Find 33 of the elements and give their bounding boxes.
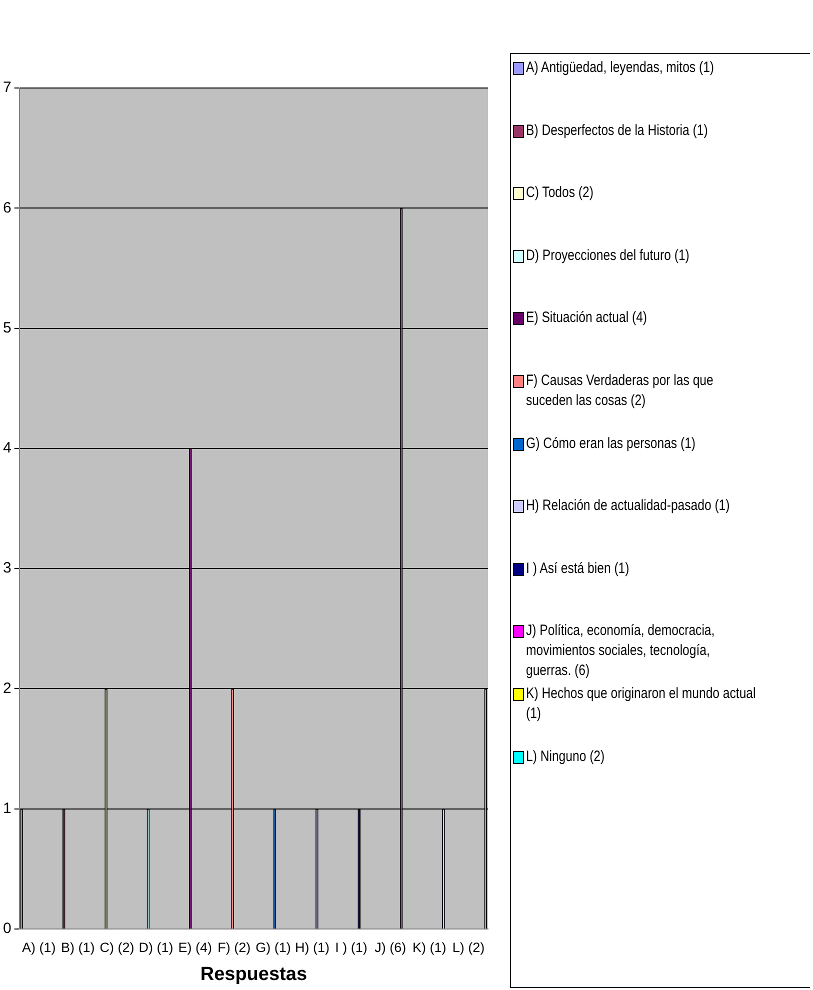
x-tick-label: B) (1) [61,940,95,955]
y-tick-label: 7 [3,79,12,96]
legend-label: A) Antigüedad, leyendas, mitos (1) [526,58,716,78]
x-tick-label: G) (1) [256,940,291,955]
legend-label: K) Hechos que originaron el mundo actual (1) [526,684,757,724]
legend-label: D) Proyecciones del futuro (1) [526,246,690,266]
legend-label: H) Relación de actualidad-pasado (1) [526,496,731,516]
legend-label: G) Cómo eran las personas (1) [526,434,697,454]
x-tick-label: K) (1) [412,940,446,955]
legend-label: I ) Así está bien (1) [526,558,630,579]
x-tick-label: L) (2) [452,940,485,955]
y-tick-label: 0 [3,920,12,938]
y-tick-label: 5 [3,319,12,336]
x-tick-label: E) (4) [178,940,212,955]
y-tick-label: 2 [3,680,12,697]
x-tick-label: C) (2) [100,940,134,955]
x-tick-label: H) (1) [295,940,330,955]
legend-label: J) Política, economía, democracia, movimientos sociales, tecnología, guerras. (6) [526,621,716,682]
legend-label: C) Todos (2) [526,183,594,204]
legend-label: F) Causas Verdaderas por las que suceden las cosas (2) [526,370,714,411]
legend-label: B) Desperfectos de la Historia (1) [526,120,709,141]
y-tick-label: 6 [3,199,12,216]
legend-label: L) Ninguno (2) [526,746,606,767]
x-tick-label: I ) (1) [335,940,368,955]
x-axis-title: Respuestas [200,964,308,985]
y-tick-label: 4 [3,440,12,457]
x-tick-label: D) (1) [138,940,174,955]
x-tick-label: A) (1) [22,940,56,955]
y-tick-label: 1 [3,800,12,817]
y-tick-label: 3 [3,560,12,577]
legend-label: E) Situación actual (4) [526,308,648,328]
x-tick-label: J) (6) [374,940,406,955]
x-tick-label: F) (2) [218,940,251,955]
